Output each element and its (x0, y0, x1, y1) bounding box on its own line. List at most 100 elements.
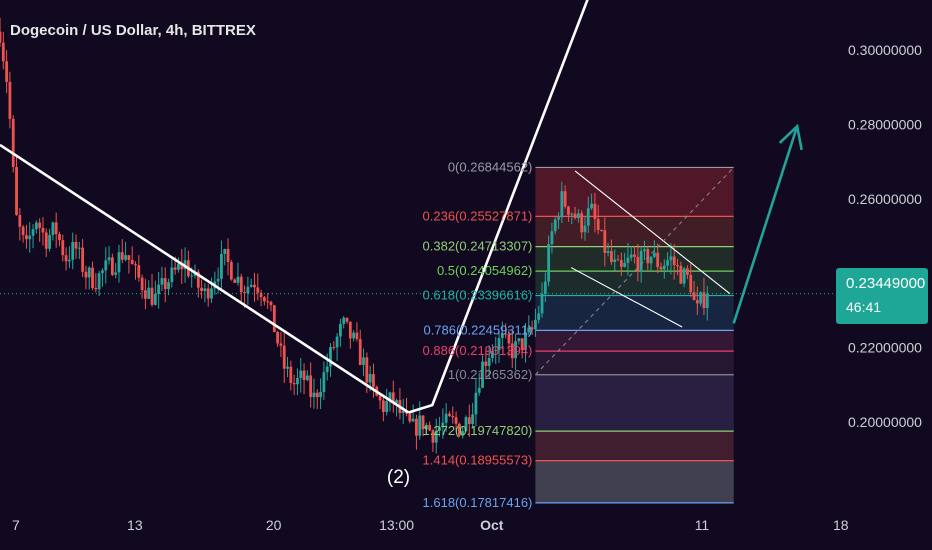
candle-body (279, 343, 283, 346)
fib-level-label: 0.382(0.24713307) (423, 239, 533, 254)
y-tick-label: 0.22000000 (848, 339, 922, 355)
fib-level-label: 0.618(0.23396616) (423, 288, 533, 303)
candle-body (689, 274, 693, 293)
candle-body (692, 292, 696, 301)
fib-zone (535, 460, 734, 503)
candle-body (81, 247, 85, 272)
x-tick-label: 7 (12, 517, 20, 533)
candle-body (606, 251, 610, 253)
candle-body (421, 415, 425, 430)
candle-body (124, 255, 127, 260)
fib-level-label: 0.236(0.25527871) (423, 208, 533, 223)
candle-body (695, 300, 699, 304)
candle-body (190, 275, 194, 277)
candle-body (160, 278, 164, 285)
candle-body (329, 347, 332, 367)
candle-body (44, 232, 48, 249)
candle-body (120, 252, 124, 260)
candle-body (276, 332, 280, 344)
candle-body (441, 422, 445, 428)
x-tick-label: 20 (266, 517, 282, 533)
candle-body (239, 276, 243, 293)
candle-body (401, 410, 405, 414)
candle-body (365, 357, 369, 383)
candle-body (345, 317, 349, 322)
candle-body (467, 417, 471, 424)
candle-body (438, 427, 441, 431)
candle-body (305, 375, 309, 381)
candle-body (540, 293, 544, 314)
candle-body (603, 230, 607, 253)
fib-level-label: 1.618(0.17817416) (423, 495, 533, 510)
candle-body (560, 191, 564, 218)
candle-body (339, 323, 342, 337)
fib-level-label: 1.272(0.19747820) (423, 423, 533, 438)
candle-body (262, 297, 266, 302)
candle-body (302, 370, 306, 381)
candle-body (629, 254, 633, 258)
x-tick-label: 11 (695, 517, 710, 533)
candle-body (550, 231, 554, 245)
candle-body (497, 338, 501, 350)
candle-body (424, 424, 428, 430)
candle-body (576, 213, 580, 219)
candle-body (662, 265, 666, 270)
candle-body (0, 31, 2, 43)
fib-level-label: 0.786(0.22459311) (423, 322, 532, 337)
candle-body (623, 262, 627, 267)
candle-body (68, 259, 71, 262)
fib-level-label: 1.414(0.18955573) (423, 453, 533, 468)
x-tick-label: 13 (127, 517, 143, 533)
candle-body (170, 267, 174, 283)
impulse-line (408, 0, 589, 414)
candle-body (173, 267, 177, 270)
candle-body (616, 259, 620, 261)
x-axis: 7 13 20 13:00 Oct 11 18 (12, 517, 849, 533)
candle-body (5, 61, 9, 82)
candle-body (500, 333, 504, 339)
candle-body (477, 387, 481, 393)
candle-body (104, 260, 108, 271)
candle-body (299, 370, 303, 378)
candle-body (656, 252, 660, 268)
candle-body (381, 400, 385, 412)
y-tick-label: 0.30000000 (848, 42, 922, 58)
candle-body (226, 249, 230, 262)
candle-body (573, 213, 577, 219)
candle-body (378, 395, 382, 401)
candle-body (567, 206, 570, 215)
bar-countdown: 46:41 (846, 299, 882, 315)
candle-body (94, 288, 98, 290)
candle-body (223, 249, 227, 254)
candle-body (613, 259, 617, 262)
wave-label: (2) (387, 467, 410, 488)
candle-body (180, 263, 184, 270)
candle-body (586, 208, 590, 226)
candle-body (408, 413, 412, 422)
downtrend-line (0, 143, 410, 414)
candle-body (18, 214, 22, 227)
fib-labels: 0(0.26844562) 0.236(0.25527871) 0.382(0.24… (423, 159, 533, 509)
candle-body (471, 414, 475, 424)
candle-body (494, 349, 498, 352)
candle-body (21, 226, 25, 236)
candle-body (610, 251, 613, 262)
candle-body (652, 252, 656, 257)
candle-body (256, 287, 260, 293)
candle-body (418, 415, 422, 436)
candle-body (507, 334, 511, 344)
candle-body (253, 284, 256, 288)
forecast-arrow (732, 125, 799, 324)
x-tick-label: 13:00 (379, 517, 414, 533)
fib-level-label: 1(0.21265362) (448, 367, 533, 382)
candle-body (342, 317, 346, 324)
candle-body (461, 430, 465, 436)
candle-body (322, 372, 326, 392)
candle-body (481, 361, 484, 388)
candle-body (259, 292, 263, 298)
candle-body (643, 249, 646, 251)
candle-body (563, 191, 567, 207)
candle-body (196, 271, 200, 288)
candle-body (633, 254, 636, 257)
